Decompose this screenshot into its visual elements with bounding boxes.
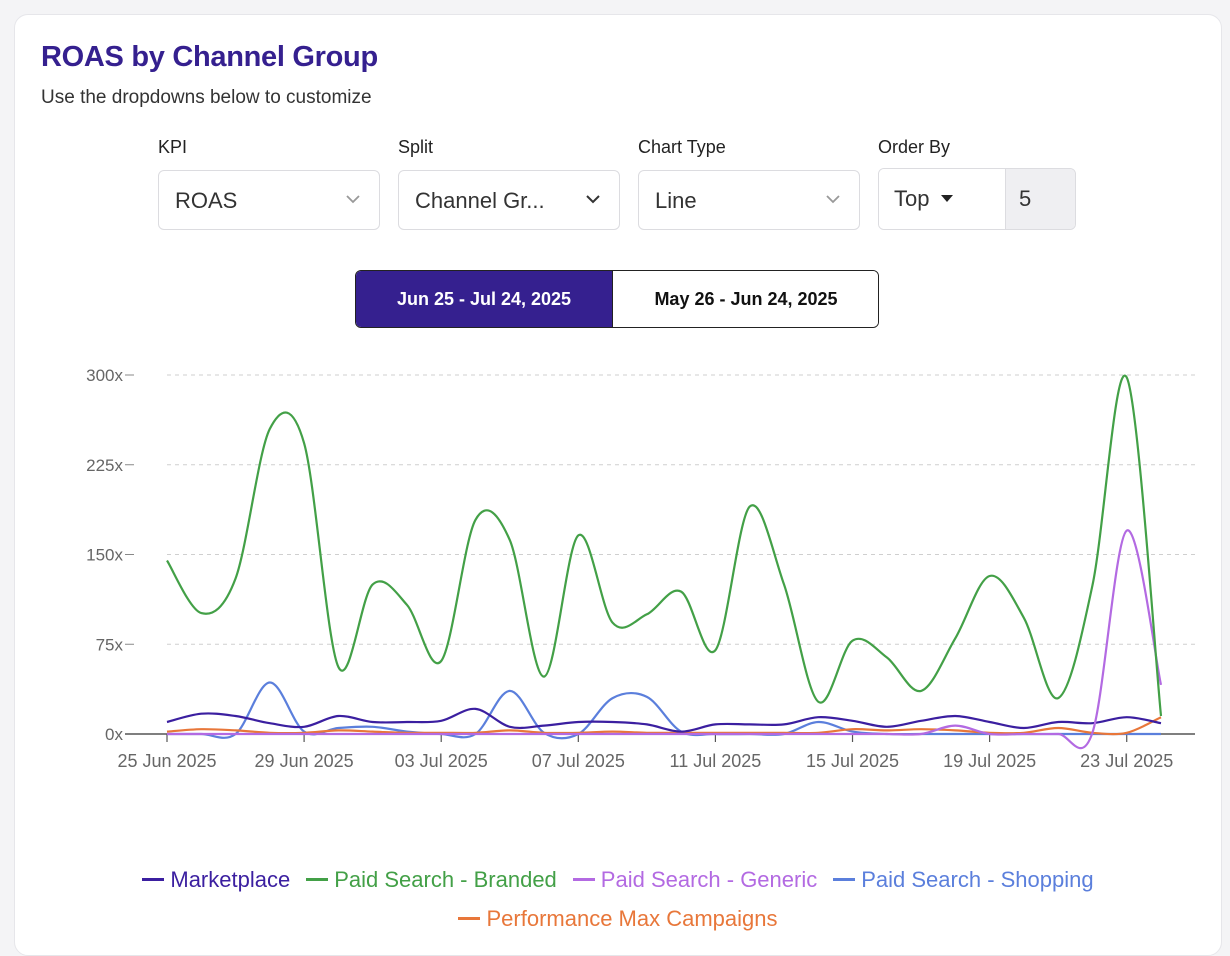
y-tick-label: 300x [86,366,123,385]
x-tick-label: 25 Jun 2025 [117,751,216,771]
legend-label: Paid Search - Branded [334,867,557,892]
split-label: Split [398,137,434,157]
order-by-label: Order By [878,137,951,157]
legend-item[interactable]: Paid Search - Generic [572,860,818,899]
x-tick-label: 19 Jul 2025 [943,751,1036,771]
split-value: Channel Gr... [415,188,545,213]
legend-item[interactable]: Paid Search - Shopping [833,860,1094,899]
series-line-paid-search-generic [166,529,1163,750]
legend-label: Paid Search - Shopping [861,867,1094,892]
legend-item[interactable]: Performance Max Campaigns [458,899,778,938]
series-line-marketplace [166,707,1162,733]
legend-swatch [572,877,595,881]
kpi-label: KPI [158,137,188,157]
chart-card: ROAS by Channel Group Use the dropdowns … [14,14,1222,956]
chevron-down-icon [826,195,840,204]
legend-swatch [458,916,481,920]
page-title: ROAS by Channel Group [41,41,378,73]
date-range-toggle: Jun 25 - Jul 24, 2025 May 26 - Jun 24, 2… [355,270,879,328]
series-line-paid-search-branded [166,374,1163,717]
series-line-performance-max-campaigns [166,716,1162,736]
legend-swatch [142,877,165,881]
date-range-previous-button[interactable]: May 26 - Jun 24, 2025 [612,271,878,327]
page-subtitle: Use the dropdowns below to customize [41,87,372,108]
y-tick-label: 150x [86,546,123,565]
legend-label: Marketplace [170,867,291,892]
chevron-down-icon [346,195,360,204]
x-tick-label: 03 Jul 2025 [395,751,488,771]
y-tick-label: 225x [86,456,123,475]
date-range-current-button[interactable]: Jun 25 - Jul 24, 2025 [356,271,612,327]
legend-item[interactable]: Paid Search - Branded [306,860,557,899]
chart-type-select[interactable]: Line [638,170,860,230]
series-line-paid-search-shopping [166,681,1161,740]
order-count-input[interactable]: 5 [1005,169,1075,229]
x-tick-label: 15 Jul 2025 [806,751,899,771]
split-select[interactable]: Channel Gr... [398,170,620,230]
order-by-control: Top 5 [878,168,1076,230]
chevron-down-icon [586,195,600,204]
legend-item[interactable]: Marketplace [142,860,290,899]
order-by-value: Top [894,186,930,211]
y-tick-label: 0x [105,725,123,744]
kpi-select[interactable]: ROAS [158,170,380,230]
y-tick-label: 75x [96,635,124,654]
chart-type-value: Line [655,188,697,213]
chart-type-label: Chart Type [638,137,726,157]
x-tick-label: 07 Jul 2025 [532,751,625,771]
legend-swatch [306,877,329,881]
line-chart: 0x 75x 150x 225x 300x 25 Jun 2025 29 Jun 2025 0… [86,366,1195,771]
x-tick-label: 29 Jun 2025 [255,751,354,771]
chart-legend: Marketplace Paid Search - Branded Paid Sea… [15,860,1221,938]
x-tick-label: 11 Jul 2025 [670,751,762,771]
order-count-value: 5 [1019,186,1032,211]
x-tick-label: 23 Jul 2025 [1080,751,1173,771]
kpi-value: ROAS [175,188,238,213]
legend-swatch [833,877,856,881]
legend-label: Performance Max Campaigns [486,906,778,931]
legend-label: Paid Search - Generic [600,867,818,892]
caret-down-icon [941,195,953,202]
order-by-dropdown[interactable]: Top [879,169,1005,229]
